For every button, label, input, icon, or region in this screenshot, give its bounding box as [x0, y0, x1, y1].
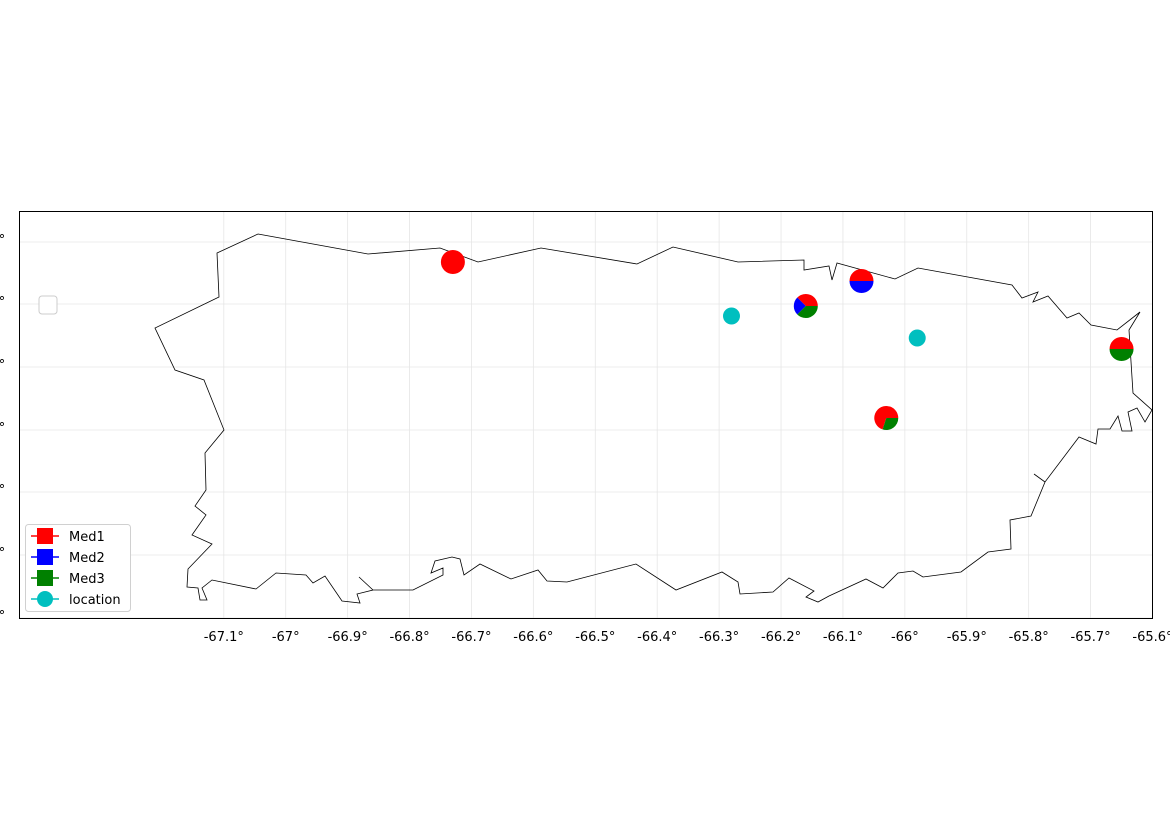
- pie-slice: [882, 418, 899, 431]
- y-tick-label: °: [0, 546, 5, 561]
- y-tick-label: °: [0, 233, 5, 248]
- pie-slice: [1109, 337, 1134, 349]
- y-tick-label: °: [0, 421, 5, 436]
- x-tick-label: -66.8°: [389, 630, 429, 645]
- map-markers: [440, 250, 1134, 431]
- x-tick-label: -66.6°: [513, 630, 553, 645]
- pie-marker: [793, 293, 818, 319]
- x-tick-label: -66.5°: [575, 630, 615, 645]
- x-tick-label: -66.2°: [761, 630, 801, 645]
- legend-label: Med3: [69, 572, 105, 587]
- y-axis: ° ° ° ° ° ° °: [0, 233, 5, 624]
- legend-marker: [37, 570, 53, 586]
- x-tick-label: -65.9°: [947, 630, 987, 645]
- location-point: [722, 307, 740, 325]
- legend-label: Med1: [69, 530, 105, 545]
- empty-legend-box: [38, 295, 58, 315]
- legend-marker: [37, 591, 53, 607]
- x-tick-label: -66.3°: [699, 630, 739, 645]
- x-tick-label: -66.1°: [823, 630, 863, 645]
- y-tick-label: °: [0, 295, 5, 310]
- x-tick-label: -65.8°: [1009, 630, 1049, 645]
- pie-slice: [440, 250, 465, 274]
- y-tick-label: °: [0, 358, 5, 373]
- x-tick-label: -66°: [891, 630, 919, 645]
- pie-slice: [874, 406, 899, 430]
- pie-slice: [1109, 349, 1134, 361]
- pie-slice: [797, 293, 818, 306]
- x-tick-label: -67°: [272, 630, 300, 645]
- x-tick-label: -65.6°: [1132, 630, 1170, 645]
- legend-marker: [37, 549, 53, 565]
- legend-label: Med2: [69, 551, 105, 566]
- pie-marker: [1109, 337, 1134, 361]
- x-tick-label: -66.9°: [328, 630, 368, 645]
- pie-marker: [849, 269, 874, 293]
- pie-slice: [849, 269, 874, 281]
- pie-marker: [874, 406, 899, 431]
- x-tick-label: -67.1°: [204, 630, 244, 645]
- pie-slice: [793, 297, 806, 315]
- legend-marker: [37, 528, 53, 544]
- pie-slice: [849, 281, 874, 293]
- x-tick-label: -66.7°: [451, 630, 491, 645]
- x-axis: -67.1° -67° -66.9° -66.8° -66.7° -66.6° -66.5°…: [204, 630, 1170, 645]
- map-frame: [19, 211, 1153, 619]
- y-tick-label: °: [0, 609, 5, 624]
- grid-lines: [19, 211, 1153, 619]
- y-tick-label: °: [0, 483, 5, 498]
- pie-slice: [797, 306, 818, 319]
- puerto-rico-coastline: [154, 233, 1153, 604]
- legend-label: location: [69, 593, 121, 608]
- x-tick-label: -66.4°: [637, 630, 677, 645]
- location-point: [908, 329, 926, 347]
- legend: Med1 Med2 Med3 location: [25, 524, 131, 612]
- legend-box: [25, 524, 131, 612]
- x-tick-label: -65.7°: [1071, 630, 1111, 645]
- pie-marker: [440, 250, 465, 274]
